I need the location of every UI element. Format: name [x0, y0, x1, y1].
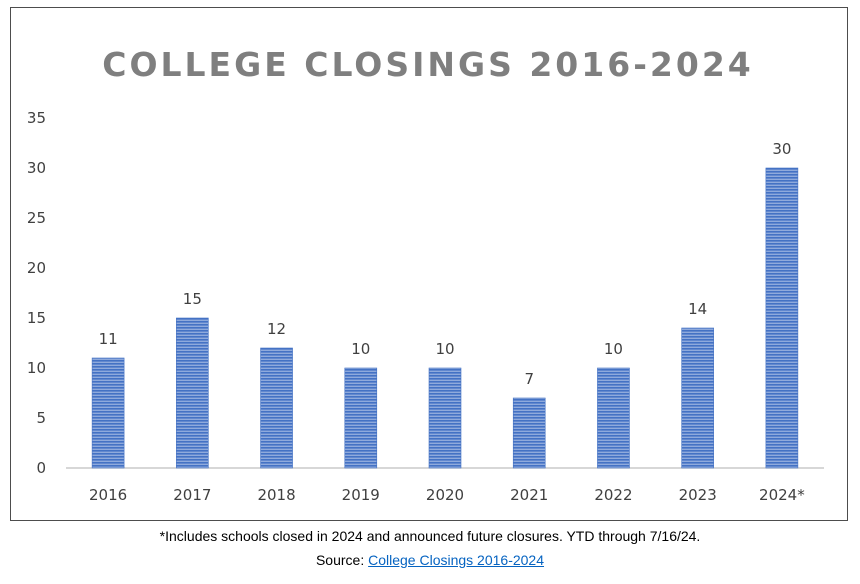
- footnote-note: *Includes schools closed in 2024 and ann…: [159, 528, 701, 544]
- data-labels-group: 11 15 12 10 10 7 10 14 30: [99, 140, 792, 388]
- bar-2017: [176, 317, 209, 469]
- x-tick-label: 2018: [257, 486, 295, 504]
- footnote-source: Source: College Closings 2016-2024: [0, 552, 860, 568]
- data-label: 10: [604, 340, 623, 358]
- x-tick-label: 2016: [89, 486, 127, 504]
- data-label: 12: [267, 320, 286, 338]
- x-tick-label: 2022: [594, 486, 632, 504]
- bar-2021: [512, 397, 546, 469]
- data-label: 10: [351, 340, 370, 358]
- bar-2018: [260, 347, 293, 469]
- y-tick-label: 20: [27, 259, 46, 277]
- bar-2016: [91, 357, 125, 469]
- chart-title: COLLEGE CLOSINGS 2016-2024: [102, 45, 754, 84]
- y-tick-label: 5: [36, 409, 46, 427]
- y-tick-label: 35: [27, 109, 46, 127]
- data-label: 11: [99, 330, 118, 348]
- x-tick-label: 2020: [426, 486, 464, 504]
- data-label: 7: [524, 370, 534, 388]
- data-label: 30: [772, 140, 791, 158]
- bar-2020: [428, 367, 462, 469]
- y-tick-label: 10: [27, 359, 46, 377]
- bar-2024-star: [765, 167, 799, 469]
- y-tick-label: 0: [36, 459, 46, 477]
- data-label: 15: [183, 290, 202, 308]
- y-tick-label: 25: [27, 209, 46, 227]
- data-label: 10: [435, 340, 454, 358]
- bar-2022: [597, 367, 630, 469]
- bars-group: [91, 167, 799, 469]
- source-prefix: Source:: [315, 552, 369, 568]
- bar-chart: COLLEGE CLOSINGS 2016-2024 0 5 10 15 20 25 30 3…: [27, 45, 824, 504]
- x-axis-ticks: 2016 2017 2018 2019 2020 2021 2022 2023 2024*: [89, 486, 805, 504]
- data-label: 14: [688, 300, 707, 318]
- y-axis-ticks: 0 5 10 15 20 25 30 35: [27, 109, 46, 477]
- source-link[interactable]: College Closings 2016-2024: [368, 552, 545, 568]
- bar-2023: [681, 327, 714, 469]
- x-tick-label: 2024*: [759, 486, 805, 504]
- bar-2019: [344, 367, 378, 469]
- x-tick-label: 2017: [173, 486, 211, 504]
- x-tick-label: 2023: [679, 486, 717, 504]
- y-tick-label: 15: [27, 309, 46, 327]
- y-tick-label: 30: [27, 159, 46, 177]
- x-tick-label: 2021: [510, 486, 548, 504]
- x-tick-label: 2019: [342, 486, 380, 504]
